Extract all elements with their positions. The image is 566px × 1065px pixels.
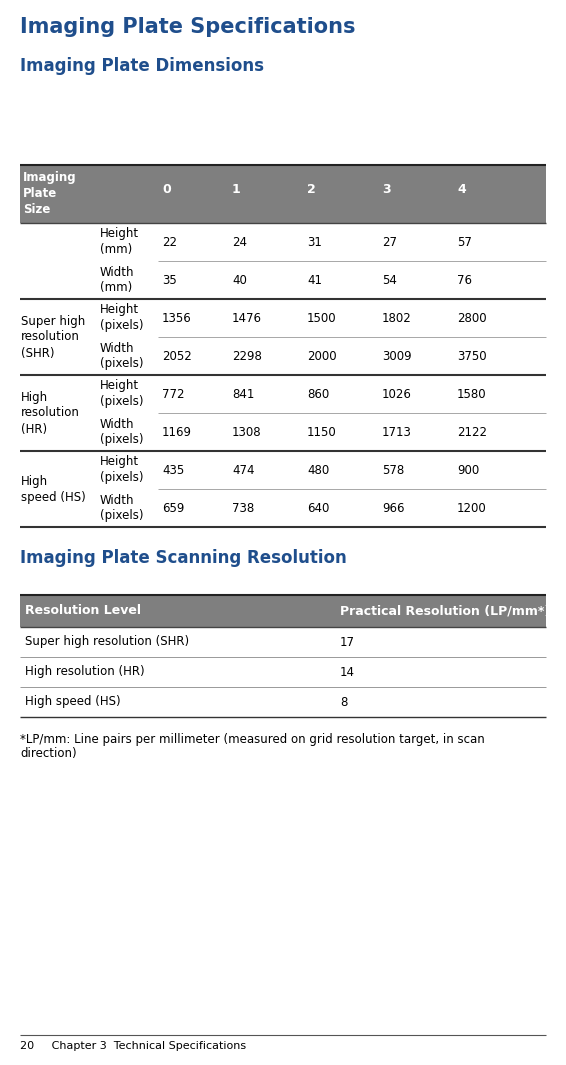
Text: 22: 22 [162,235,177,248]
Text: 20     Chapter 3  Technical Specifications: 20 Chapter 3 Technical Specifications [20,1041,246,1051]
Text: 2122: 2122 [457,426,487,439]
Text: 3009: 3009 [382,349,411,362]
Text: Width
(pixels): Width (pixels) [100,493,144,523]
Text: 0: 0 [162,183,171,196]
Text: 435: 435 [162,463,185,476]
Text: 578: 578 [382,463,404,476]
Text: 480: 480 [307,463,329,476]
Text: 1200: 1200 [457,502,487,514]
Text: 1169: 1169 [162,426,192,439]
Text: 841: 841 [232,388,254,400]
Bar [20,595,546,627]
Text: Imaging Plate Specifications: Imaging Plate Specifications [20,17,355,37]
Text: 772: 772 [162,388,185,400]
Text: Height
(mm): Height (mm) [100,228,139,257]
Text: High resolution (HR): High resolution (HR) [25,666,145,678]
Text: 31: 31 [307,235,322,248]
Text: 1713: 1713 [382,426,412,439]
Text: Imaging Plate Scanning Resolution: Imaging Plate Scanning Resolution [20,548,347,567]
Text: 2000: 2000 [307,349,337,362]
Text: Height
(pixels): Height (pixels) [100,304,144,332]
Text: Height
(pixels): Height (pixels) [100,379,144,409]
Text: 1150: 1150 [307,426,337,439]
Text: 41: 41 [307,274,322,286]
Text: High
speed (HS): High speed (HS) [21,475,86,504]
Text: 4: 4 [457,183,466,196]
Text: 14: 14 [340,666,355,678]
Text: 1356: 1356 [162,311,192,325]
Text: 8: 8 [340,695,348,708]
Text: Resolution Level: Resolution Level [25,605,141,618]
Text: 860: 860 [307,388,329,400]
Text: 2: 2 [307,183,316,196]
Text: Super high resolution (SHR): Super high resolution (SHR) [25,636,189,649]
Text: 1802: 1802 [382,311,411,325]
Text: 54: 54 [382,274,397,286]
Text: Width
(mm): Width (mm) [100,265,135,295]
Text: 659: 659 [162,502,185,514]
Text: *LP/mm: Line pairs per millimeter (measured on grid resolution target, in scan: *LP/mm: Line pairs per millimeter (measu… [20,733,484,745]
Text: High
resolution
(HR): High resolution (HR) [21,391,80,436]
Text: 40: 40 [232,274,247,286]
Text: 474: 474 [232,463,255,476]
Text: 57: 57 [457,235,472,248]
Text: Imaging
Plate
Size: Imaging Plate Size [23,171,76,216]
Text: Width
(pixels): Width (pixels) [100,417,144,446]
Text: Width
(pixels): Width (pixels) [100,342,144,371]
Text: 966: 966 [382,502,405,514]
Text: Practical Resolution (LP/mm*): Practical Resolution (LP/mm*) [340,605,550,618]
Text: High speed (HS): High speed (HS) [25,695,121,708]
Text: 900: 900 [457,463,479,476]
Text: 1026: 1026 [382,388,412,400]
Text: 1580: 1580 [457,388,487,400]
Bar [20,165,546,223]
Text: Imaging Plate Dimensions: Imaging Plate Dimensions [20,58,264,75]
Text: 2052: 2052 [162,349,192,362]
Text: 76: 76 [457,274,472,286]
Text: 3: 3 [382,183,391,196]
Text: Height
(pixels): Height (pixels) [100,456,144,485]
Text: 640: 640 [307,502,329,514]
Text: 35: 35 [162,274,177,286]
Text: 24: 24 [232,235,247,248]
Text: Super high
resolution
(SHR): Super high resolution (SHR) [21,314,85,360]
Text: 1476: 1476 [232,311,262,325]
Text: 17: 17 [340,636,355,649]
Text: 2298: 2298 [232,349,262,362]
Text: 738: 738 [232,502,254,514]
Text: 1: 1 [232,183,241,196]
Text: 1308: 1308 [232,426,261,439]
Text: 1500: 1500 [307,311,337,325]
Text: direction): direction) [20,747,76,760]
Text: 3750: 3750 [457,349,487,362]
Text: 27: 27 [382,235,397,248]
Text: 2800: 2800 [457,311,487,325]
